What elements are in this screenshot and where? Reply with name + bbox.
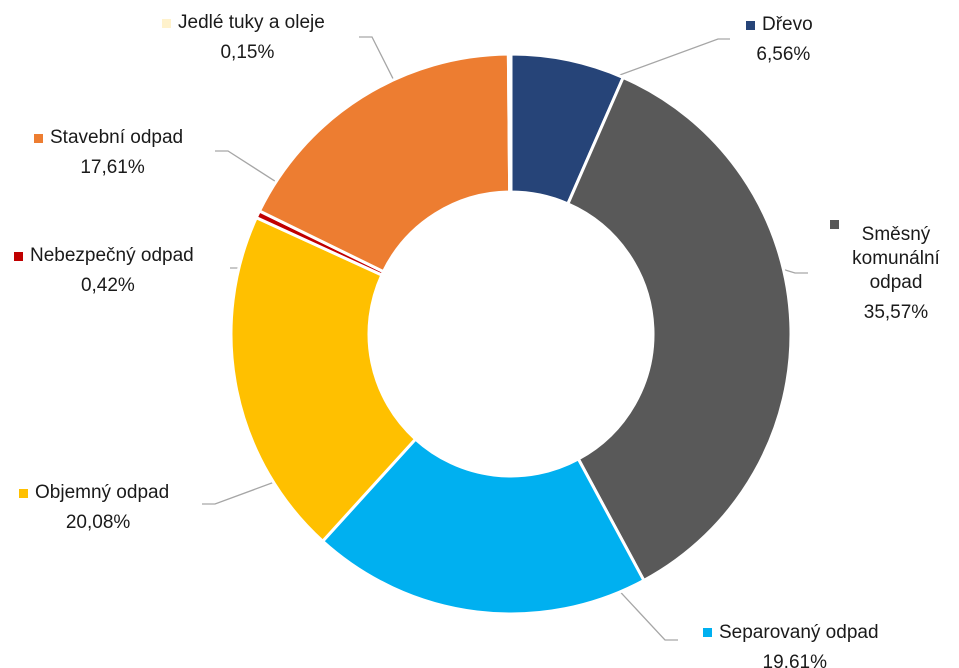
label-name-smesny-komunalni-odpad: komunální bbox=[852, 248, 940, 269]
slice-objemny-odpad bbox=[229, 215, 418, 544]
slice-stavebni-odpad bbox=[257, 52, 512, 274]
label-marker-separovany-odpad bbox=[703, 628, 712, 637]
label-value-nebezpecny-odpad: 0,42% bbox=[81, 275, 135, 296]
label-value-separovany-odpad: 19,61% bbox=[763, 652, 828, 668]
label-name-nebezpecny-odpad: Nebezpečný odpad bbox=[30, 245, 194, 266]
label-marker-jedle-tuky-a-oleje bbox=[162, 19, 171, 28]
label-value-objemny-odpad: 20,08% bbox=[66, 512, 131, 533]
label-marker-drevo bbox=[746, 21, 755, 30]
slice-separovany-odpad bbox=[320, 436, 646, 616]
label-value-drevo: 6,56% bbox=[756, 44, 810, 65]
data-labels: Dřevo 6,56% Směsný komunální odpad 35,57% Sepa… bbox=[14, 12, 941, 668]
label-name-smesny-komunalni-odpad: odpad bbox=[870, 272, 923, 293]
label-name-stavebni-odpad: Stavební odpad bbox=[50, 127, 183, 148]
label-name-separovany-odpad: Separovaný odpad bbox=[719, 622, 879, 643]
donut-slices bbox=[229, 52, 793, 616]
label-marker-smesny-komunalni-odpad bbox=[830, 220, 839, 229]
label-name-smesny-komunalni-odpad: Směsný bbox=[862, 224, 931, 245]
label-marker-objemny-odpad bbox=[19, 489, 28, 498]
slice-smesny-komunalni-odpad bbox=[565, 75, 793, 583]
label-marker-nebezpecny-odpad bbox=[14, 252, 23, 261]
label-value-smesny-komunalni-odpad: 35,57% bbox=[864, 302, 929, 323]
label-marker-stavebni-odpad bbox=[34, 134, 43, 143]
slice-jedle-tuky-a-oleje bbox=[506, 52, 513, 194]
label-value-jedle-tuky-a-oleje: 0,15% bbox=[220, 42, 274, 63]
label-name-drevo: Dřevo bbox=[762, 14, 813, 35]
label-value-stavebni-odpad: 17,61% bbox=[80, 157, 145, 178]
label-name-jedle-tuky-a-oleje: Jedlé tuky a oleje bbox=[178, 12, 325, 33]
label-name-objemny-odpad: Objemný odpad bbox=[35, 482, 169, 503]
